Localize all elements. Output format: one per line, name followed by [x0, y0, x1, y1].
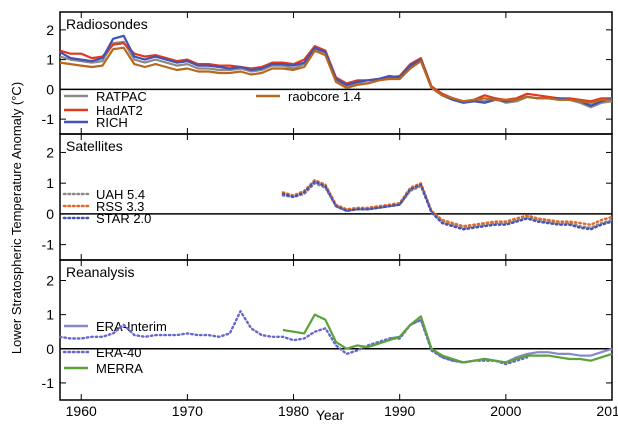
panel-title: Radiosondes: [66, 16, 148, 32]
x-tick-label: 1970: [172, 403, 203, 419]
series-line-rss-3-3: [281, 178, 614, 228]
x-tick-label: 2000: [490, 403, 521, 419]
y-tick-label: -1: [42, 111, 55, 127]
y-tick-label: 2: [46, 144, 54, 160]
legend-label: ERA-Interim: [96, 319, 167, 334]
x-tick-label: 2010: [596, 403, 618, 419]
y-tick-label: -1: [42, 237, 55, 253]
panel-title: Reanalysis: [66, 264, 134, 280]
y-tick-label: 1: [46, 307, 54, 323]
series-line-merra: [282, 313, 613, 364]
y-tick-label: -1: [42, 375, 55, 391]
y-axis-label: Lower Stratospheric Temperature Anomaly …: [9, 82, 24, 354]
x-axis-label: Year: [316, 407, 345, 423]
legend-label: ERA-40: [96, 345, 142, 360]
legend-label: HadAT2: [96, 103, 143, 118]
x-tick-label: 1990: [384, 403, 415, 419]
series-line-raobcore-1-4: [59, 46, 612, 104]
legend-label: RICH: [96, 115, 128, 130]
y-tick-label: 2: [46, 22, 54, 38]
legend-label: STAR 2.0: [96, 211, 151, 226]
legend-label: MERRA: [96, 361, 143, 376]
x-tick-label: 1960: [66, 403, 97, 419]
y-tick-label: 0: [46, 341, 54, 357]
legend-label: raobcore 1.4: [288, 89, 361, 104]
x-tick-labels: 1960 1970 1980 1990 2000 2010: [66, 403, 618, 419]
series-line-era-40: [58, 310, 529, 366]
y-tick-label: 0: [46, 81, 54, 97]
legend-label: RATPAC: [96, 89, 147, 104]
y-tick-label: 1: [46, 175, 54, 191]
y-tick-label: 0: [46, 206, 54, 222]
legend-label: UAH 5.4: [96, 187, 145, 202]
x-tick-label: 1980: [278, 403, 309, 419]
legend-label: RSS 3.3: [96, 199, 144, 214]
series-line-star-2-0: [281, 180, 614, 231]
y-tick-label: 1: [46, 52, 54, 68]
panel-title: Satellites: [66, 138, 123, 154]
y-tick-label: 2: [46, 272, 54, 288]
panel-frame: [59, 259, 613, 401]
